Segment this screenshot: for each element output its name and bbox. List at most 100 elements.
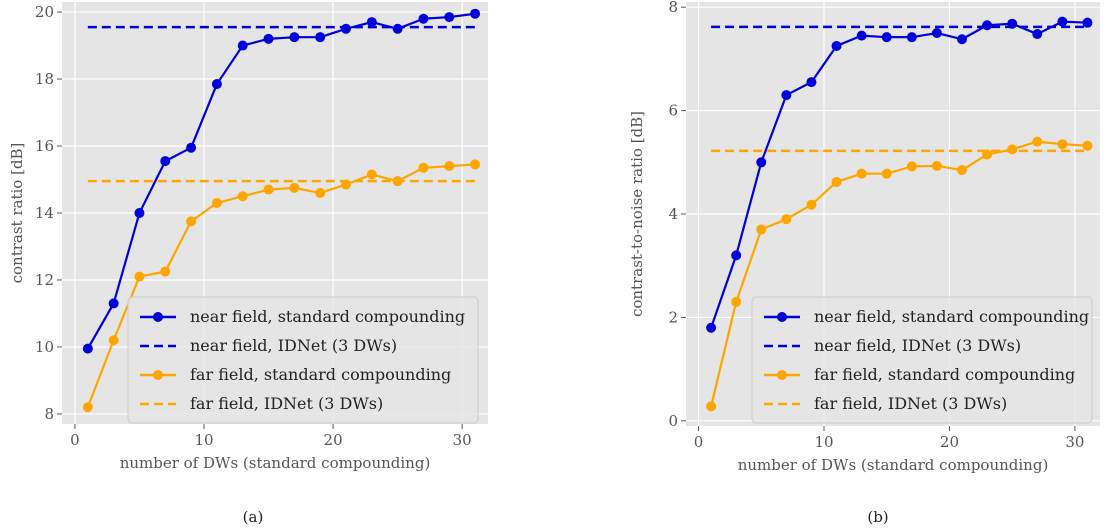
series-line (86, 163, 476, 408)
data-point (881, 168, 892, 179)
y-tick-label: 4 (668, 205, 678, 223)
data-point (1057, 139, 1068, 150)
panel-caption: (a) (243, 508, 264, 526)
y-tick-label: 16 (35, 137, 54, 155)
data-point (315, 32, 326, 43)
y-tick-label: 8 (44, 405, 54, 423)
data-point (856, 30, 867, 41)
data-point (731, 250, 742, 261)
y-tick-label: 20 (35, 3, 54, 21)
series-line (710, 140, 1088, 407)
data-point (470, 8, 481, 19)
data-point (856, 168, 867, 179)
legend-entry: far field, standard compounding (814, 365, 1075, 384)
y-tick-label: 2 (668, 308, 678, 326)
data-point (134, 208, 145, 218)
data-point (186, 142, 197, 153)
y-tick-label: 12 (35, 271, 54, 289)
y-tick-label: 10 (35, 338, 54, 356)
legend-marker (153, 370, 163, 380)
data-point (366, 169, 377, 180)
y-tick-label: 0 (668, 412, 678, 430)
legend-marker (777, 312, 787, 322)
data-point (756, 157, 767, 168)
data-point (806, 77, 817, 88)
data-point (418, 162, 429, 173)
x-tick-label: 10 (194, 431, 213, 449)
y-axis-label: contrast ratio [dB] (8, 143, 26, 284)
data-point (1082, 140, 1093, 151)
legend: near field, standard compounding near fie… (751, 296, 1093, 424)
series-far-field-standard-compounding (706, 136, 1093, 412)
legend-entry: far field, IDNet (3 DWs) (190, 394, 383, 413)
data-point (957, 34, 967, 45)
x-tick-label: 20 (324, 431, 343, 449)
data-point (263, 184, 274, 195)
data-point (263, 33, 274, 44)
x-tick-label: 20 (940, 433, 959, 451)
panel-caption: (b) (867, 508, 888, 526)
data-point (931, 28, 942, 39)
data-point (237, 40, 248, 51)
legend-entry: near field, standard compounding (190, 307, 465, 326)
data-point (186, 216, 197, 227)
data-point (881, 32, 892, 43)
x-tick-label: 30 (1065, 433, 1084, 451)
series-near-field-standard-compounding (706, 16, 1093, 333)
data-point (982, 20, 993, 31)
y-axis-label: contrast-to-noise ratio [dB] (628, 111, 646, 317)
data-point (160, 156, 171, 167)
legend-box (751, 296, 1093, 424)
series-line (710, 20, 1088, 329)
data-point (237, 191, 248, 202)
data-point (1032, 29, 1043, 40)
data-point (211, 197, 222, 208)
legend-entry: near field, IDNet (3 DWs) (190, 336, 397, 355)
data-point (108, 298, 119, 309)
data-point (315, 187, 326, 198)
y-tick-label: 14 (35, 204, 54, 222)
chart-panel-b: 0 10 20 30 0 2 4 6 8 number of DWs (standard comp… (628, 0, 1100, 526)
x-axis-label: number of DWs (standard compounding) (738, 456, 1049, 474)
data-point (906, 32, 917, 43)
data-point (906, 161, 917, 172)
data-point (756, 224, 767, 235)
data-point (706, 401, 717, 412)
data-point (160, 266, 171, 277)
data-point (806, 199, 817, 210)
series-line (86, 12, 476, 350)
x-axis-label: number of DWs (standard compounding) (120, 454, 431, 472)
legend-entry: near field, standard compounding (814, 307, 1089, 326)
data-point (82, 402, 93, 413)
data-point (470, 159, 481, 170)
legend: near field, standard compounding near fie… (127, 296, 479, 424)
data-point (931, 160, 942, 171)
data-point (1032, 136, 1043, 147)
legend-box (127, 296, 479, 424)
data-point (1007, 144, 1018, 155)
data-point (781, 90, 792, 101)
data-point (781, 214, 792, 225)
data-point (341, 23, 351, 34)
y-tick-label: 6 (668, 102, 678, 120)
data-point (1057, 16, 1068, 27)
legend-entry: far field, IDNet (3 DWs) (814, 394, 1007, 413)
legend-marker (777, 370, 787, 380)
data-point (731, 296, 742, 307)
data-point (706, 322, 717, 333)
data-point (831, 176, 842, 187)
data-point (366, 17, 377, 28)
data-point (108, 335, 119, 346)
y-tick-label: 8 (668, 0, 678, 16)
data-point (1082, 17, 1093, 28)
data-point (418, 13, 429, 24)
legend-marker (153, 312, 163, 322)
x-tick-label: 0 (694, 433, 704, 451)
data-point (444, 161, 455, 172)
chart-panel-a: 0 10 20 30 8 10 12 14 16 18 20 number of DWs (stand… (8, 2, 488, 526)
data-point (392, 23, 403, 34)
legend-entry: far field, standard compounding (190, 365, 451, 384)
data-point (289, 32, 300, 43)
data-point (211, 79, 222, 90)
